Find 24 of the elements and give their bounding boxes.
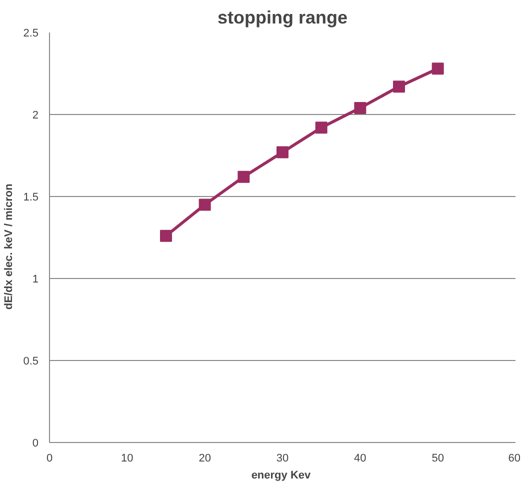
point [160,230,172,242]
point [315,122,328,134]
y-tick-label: 2.5 [23,28,39,40]
x-axis-title: energy Kev [251,470,312,482]
x-tick-label: 50 [432,452,444,464]
point [393,80,405,93]
x-tick-label: 10 [121,452,134,464]
x-tick-label: 60 [508,452,521,464]
y-tick-label: 0 [32,438,39,450]
y-axis-title: dE/dx elec. keV / micron [3,183,16,310]
x-tick-label: 20 [198,452,211,464]
point [238,170,250,183]
point [432,62,444,75]
x-tick-label: 0 [46,452,53,464]
point [354,102,366,114]
y-tick-label: 1 [32,274,39,286]
point [198,198,211,211]
x-tick-label: 30 [276,452,289,464]
y-tick-label: 0.5 [23,356,39,368]
point [276,146,288,158]
x-tick-label: 40 [354,452,366,464]
chart-title: stopping range [218,8,348,28]
y-tick-label: 1.5 [23,192,39,204]
y-tick-label: 2 [32,110,39,122]
